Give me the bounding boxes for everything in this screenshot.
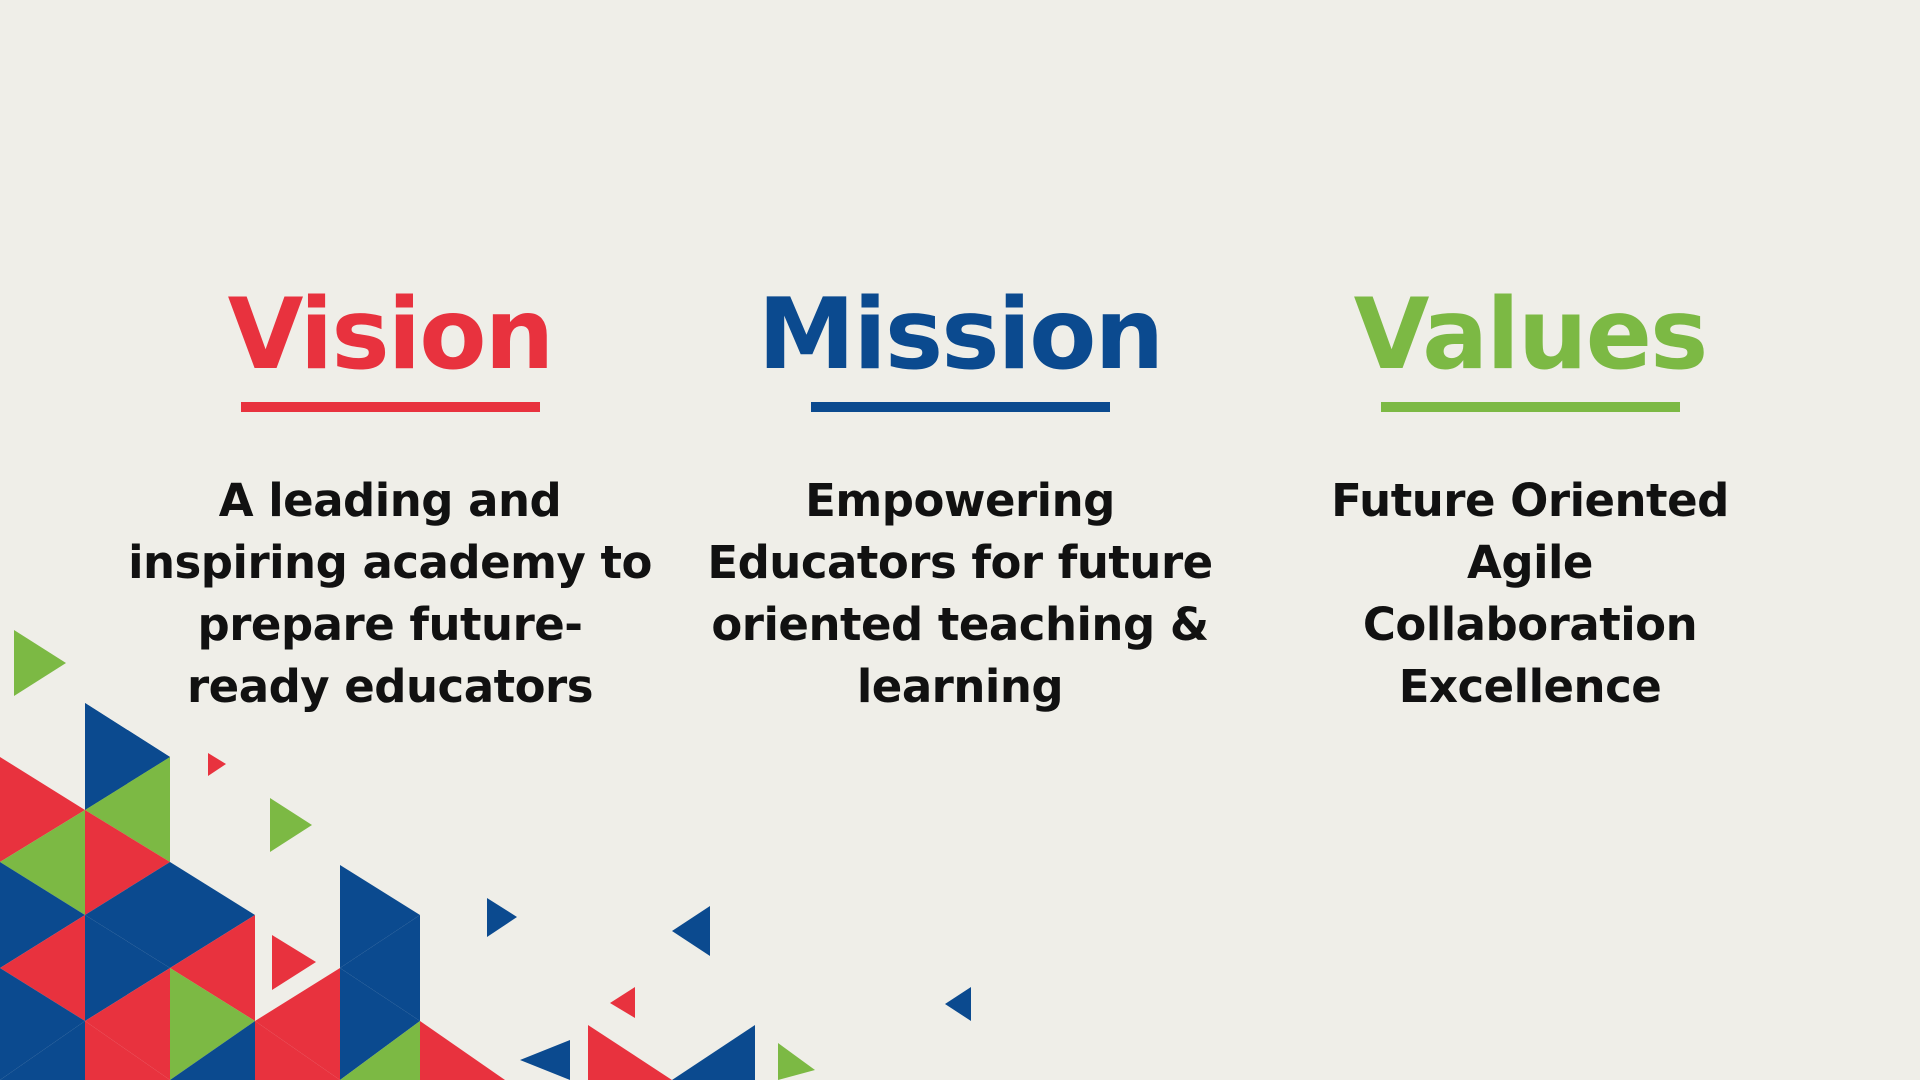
vision-title: Vision [227,278,555,392]
mission-line: Educators for future [707,536,1213,589]
vision-line: A leading and [218,474,562,527]
values-underline [1380,402,1680,412]
vision-statement: A leading and inspiring academy to prepa… [128,470,652,718]
vision-section: Vision A leading and inspiring academy t… [120,280,660,718]
mission-line: oriented teaching & [711,598,1209,651]
values-title: Values [1353,278,1709,392]
values-section: Values Future Oriented Agile Collaborati… [1260,280,1800,718]
vision-line: ready educators [186,660,594,713]
vision-underline [240,402,540,412]
mission-line: learning [856,660,1064,713]
mission-section: Mission Empowering Educators for future … [690,280,1230,718]
values-item: Collaboration [1362,598,1698,651]
mission-line: Empowering [805,474,1115,527]
values-item: Future Oriented [1331,474,1729,527]
vision-line: inspiring academy to [128,536,652,589]
values-item: Excellence [1398,660,1662,713]
vision-line: prepare future- [197,598,583,651]
mission-title: Mission [757,278,1164,392]
mission-statement: Empowering Educators for future oriented… [707,470,1213,718]
values-list: Future Oriented Agile Collaboration Exce… [1331,470,1729,718]
values-item: Agile [1467,536,1593,589]
mission-underline [810,402,1110,412]
